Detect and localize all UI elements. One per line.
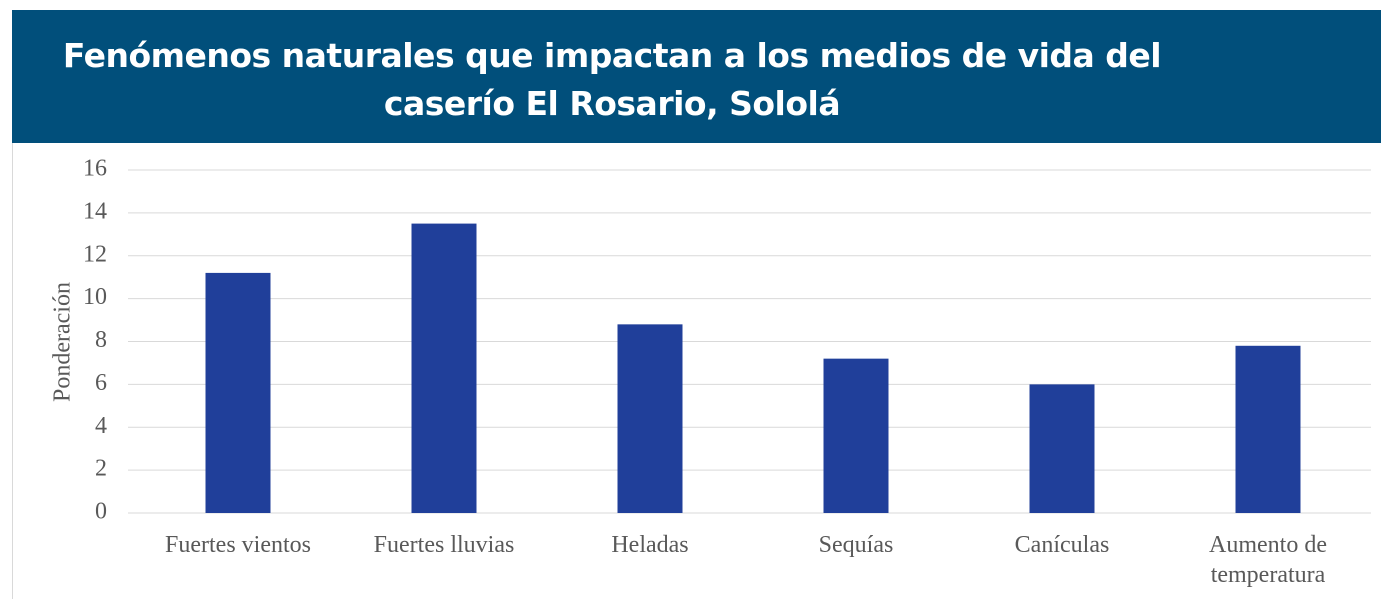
bar xyxy=(411,223,477,513)
bar xyxy=(1029,384,1095,513)
x-tick-label: Fuertes lluvias xyxy=(373,532,515,558)
title-banner: Fenómenos naturales que impactan a los m… xyxy=(12,10,1381,143)
y-tick-label: 10 xyxy=(83,284,107,310)
y-tick-label: 12 xyxy=(83,241,107,267)
bar xyxy=(1235,345,1301,513)
x-tick-label: Canículas xyxy=(1014,532,1110,558)
chart-title: caserío El Rosario, Sololá xyxy=(383,84,841,123)
chart-frame xyxy=(12,143,1380,599)
y-tick-label: 8 xyxy=(95,327,107,353)
x-tick-label: Fuertes vientos xyxy=(165,532,311,558)
chart-title: Fenómenos naturales que impactan a los m… xyxy=(62,36,1162,75)
y-tick-label: 4 xyxy=(95,413,107,439)
bar xyxy=(617,324,683,513)
y-tick-label: 6 xyxy=(95,370,107,396)
bar xyxy=(205,272,271,513)
y-tick-label: 16 xyxy=(83,156,107,182)
x-tick-label: Aumento de temperatura xyxy=(1209,532,1327,588)
bar xyxy=(823,358,889,513)
x-tick-label: Sequías xyxy=(818,532,894,558)
x-tick-label: Heladas xyxy=(611,532,689,558)
y-axis-label: Ponderación xyxy=(50,282,76,402)
y-tick-label: 2 xyxy=(95,456,107,482)
y-tick-label: 14 xyxy=(83,198,107,224)
y-tick-label: 0 xyxy=(95,499,107,525)
